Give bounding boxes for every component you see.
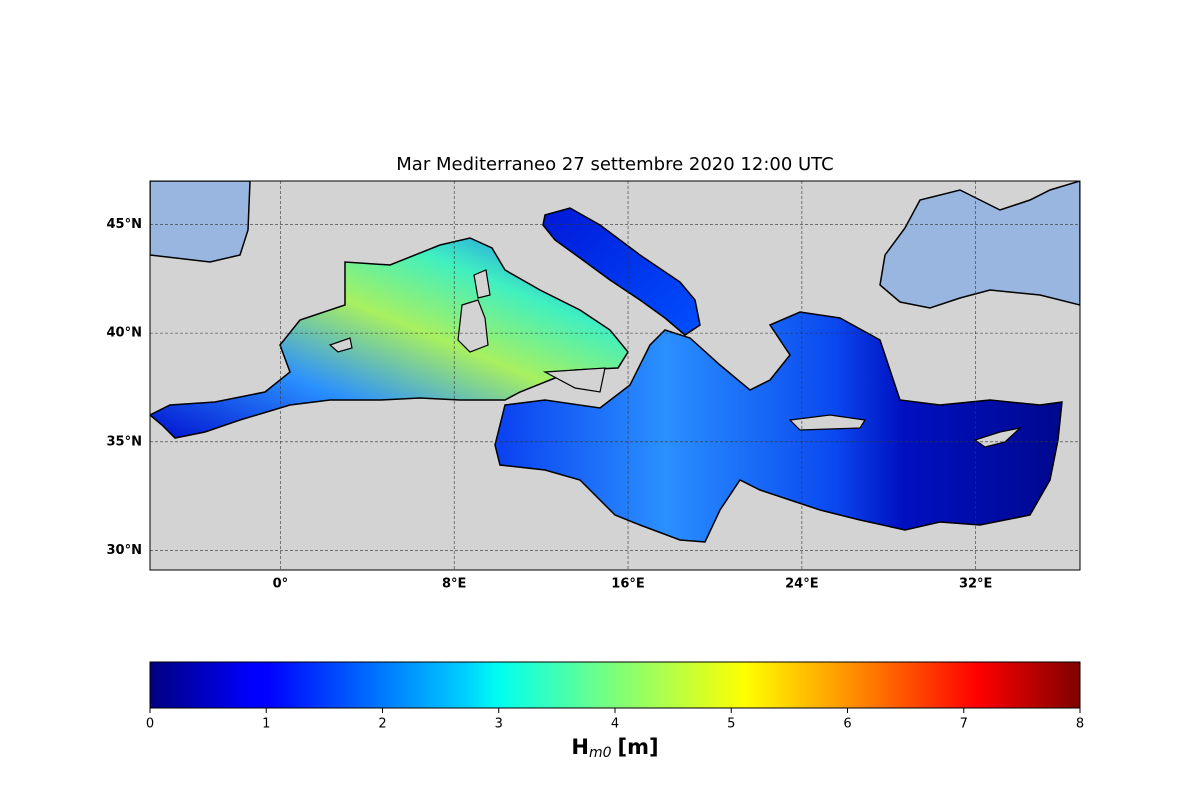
x-tick-label: 8°E: [442, 577, 466, 592]
y-tick-label: 35°N: [107, 434, 142, 449]
cyprus: [973, 426, 1022, 448]
map: [150, 181, 1080, 570]
adriatic: [542, 207, 701, 336]
y-tick-label: 40°N: [107, 326, 142, 341]
x-tick-label: 32°E: [959, 577, 992, 592]
y-tick-label: 30°N: [107, 543, 142, 558]
colorbar-tick-label: 3: [495, 717, 503, 732]
label-unit: [m]: [618, 735, 659, 759]
x-tick-label: 0°: [273, 577, 289, 592]
corsica: [473, 269, 491, 299]
map-title: Mar Mediterraneo 27 settembre 2020 12:00…: [396, 154, 833, 175]
colorbar-tick-label: 1: [262, 717, 270, 732]
x-tick-label: 24°E: [785, 577, 818, 592]
label-subscript: m0: [589, 745, 612, 761]
colorbar-tick-label: 8: [1076, 717, 1084, 732]
western-basin: [150, 237, 629, 439]
map-frame: [149, 180, 1081, 571]
sicily: [542, 367, 606, 393]
y-tick-label: 45°N: [107, 217, 142, 232]
black-sea: [879, 181, 1080, 309]
colorbar-tick-label: 2: [378, 717, 386, 732]
colorbar-tick-label: 0: [146, 717, 154, 732]
colorbar: [149, 661, 1081, 709]
sardinia: [457, 299, 489, 353]
mallorca: [328, 337, 353, 353]
label-symbol: H: [571, 735, 589, 759]
atlantic: [150, 181, 251, 263]
eastern-basin: [494, 311, 1063, 543]
colorbar-tick-label: 5: [727, 717, 735, 732]
x-tick-label: 16°E: [611, 577, 644, 592]
crete: [788, 414, 866, 431]
colorbar-label: Hm0 [m]: [571, 735, 658, 761]
colorbar-tick-label: 4: [611, 717, 619, 732]
colorbar-tick-label: 6: [843, 717, 851, 732]
colorbar-tick-label: 7: [960, 717, 968, 732]
